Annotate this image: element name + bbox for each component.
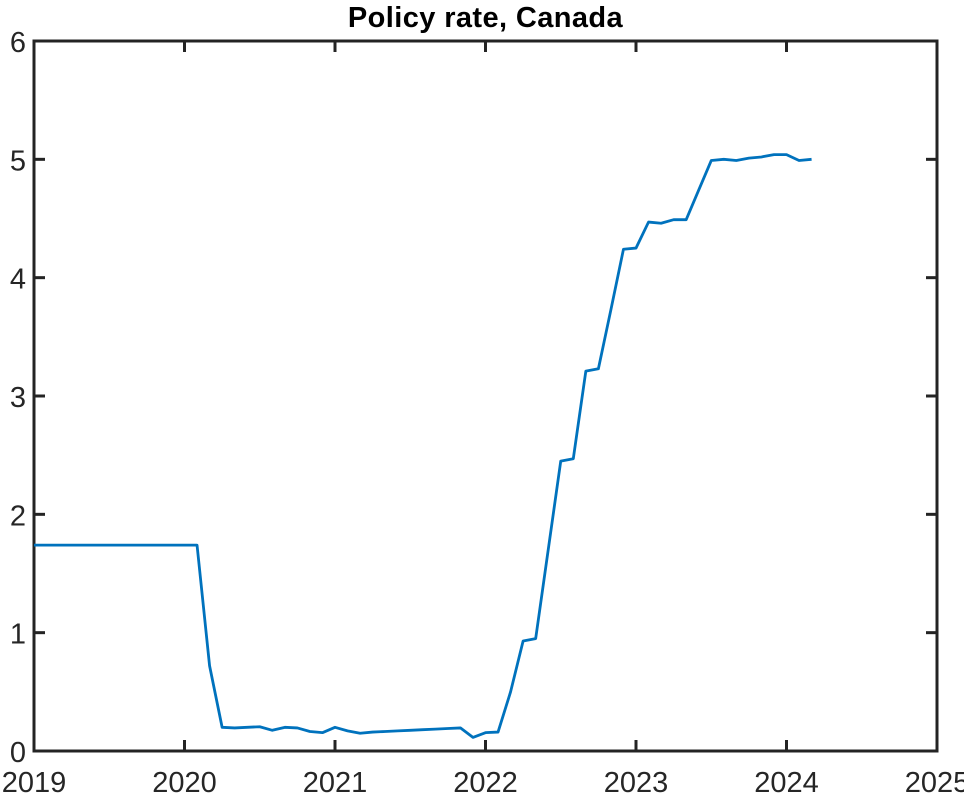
chart-title: Policy rate, Canada — [347, 2, 624, 34]
x-tick-label: 2020 — [152, 767, 217, 798]
x-tick-label: 2021 — [303, 767, 368, 798]
y-tick-label: 6 — [10, 27, 26, 59]
x-tick-label: 2025 — [905, 767, 964, 798]
y-tick-label: 3 — [10, 382, 26, 414]
y-tick-label: 4 — [10, 264, 26, 296]
x-tick-label: 2019 — [2, 767, 67, 798]
x-tick-label: 2022 — [453, 767, 518, 798]
y-tick-label: 1 — [10, 619, 26, 651]
y-tick-label: 5 — [10, 145, 26, 177]
policy-rate-line — [34, 153, 812, 739]
x-tick-label: 2024 — [754, 767, 819, 798]
y-tick-label: 2 — [10, 500, 26, 532]
y-tick-label: 0 — [10, 737, 26, 769]
x-tick-label: 2023 — [604, 767, 669, 798]
axis-box — [32, 39, 939, 753]
